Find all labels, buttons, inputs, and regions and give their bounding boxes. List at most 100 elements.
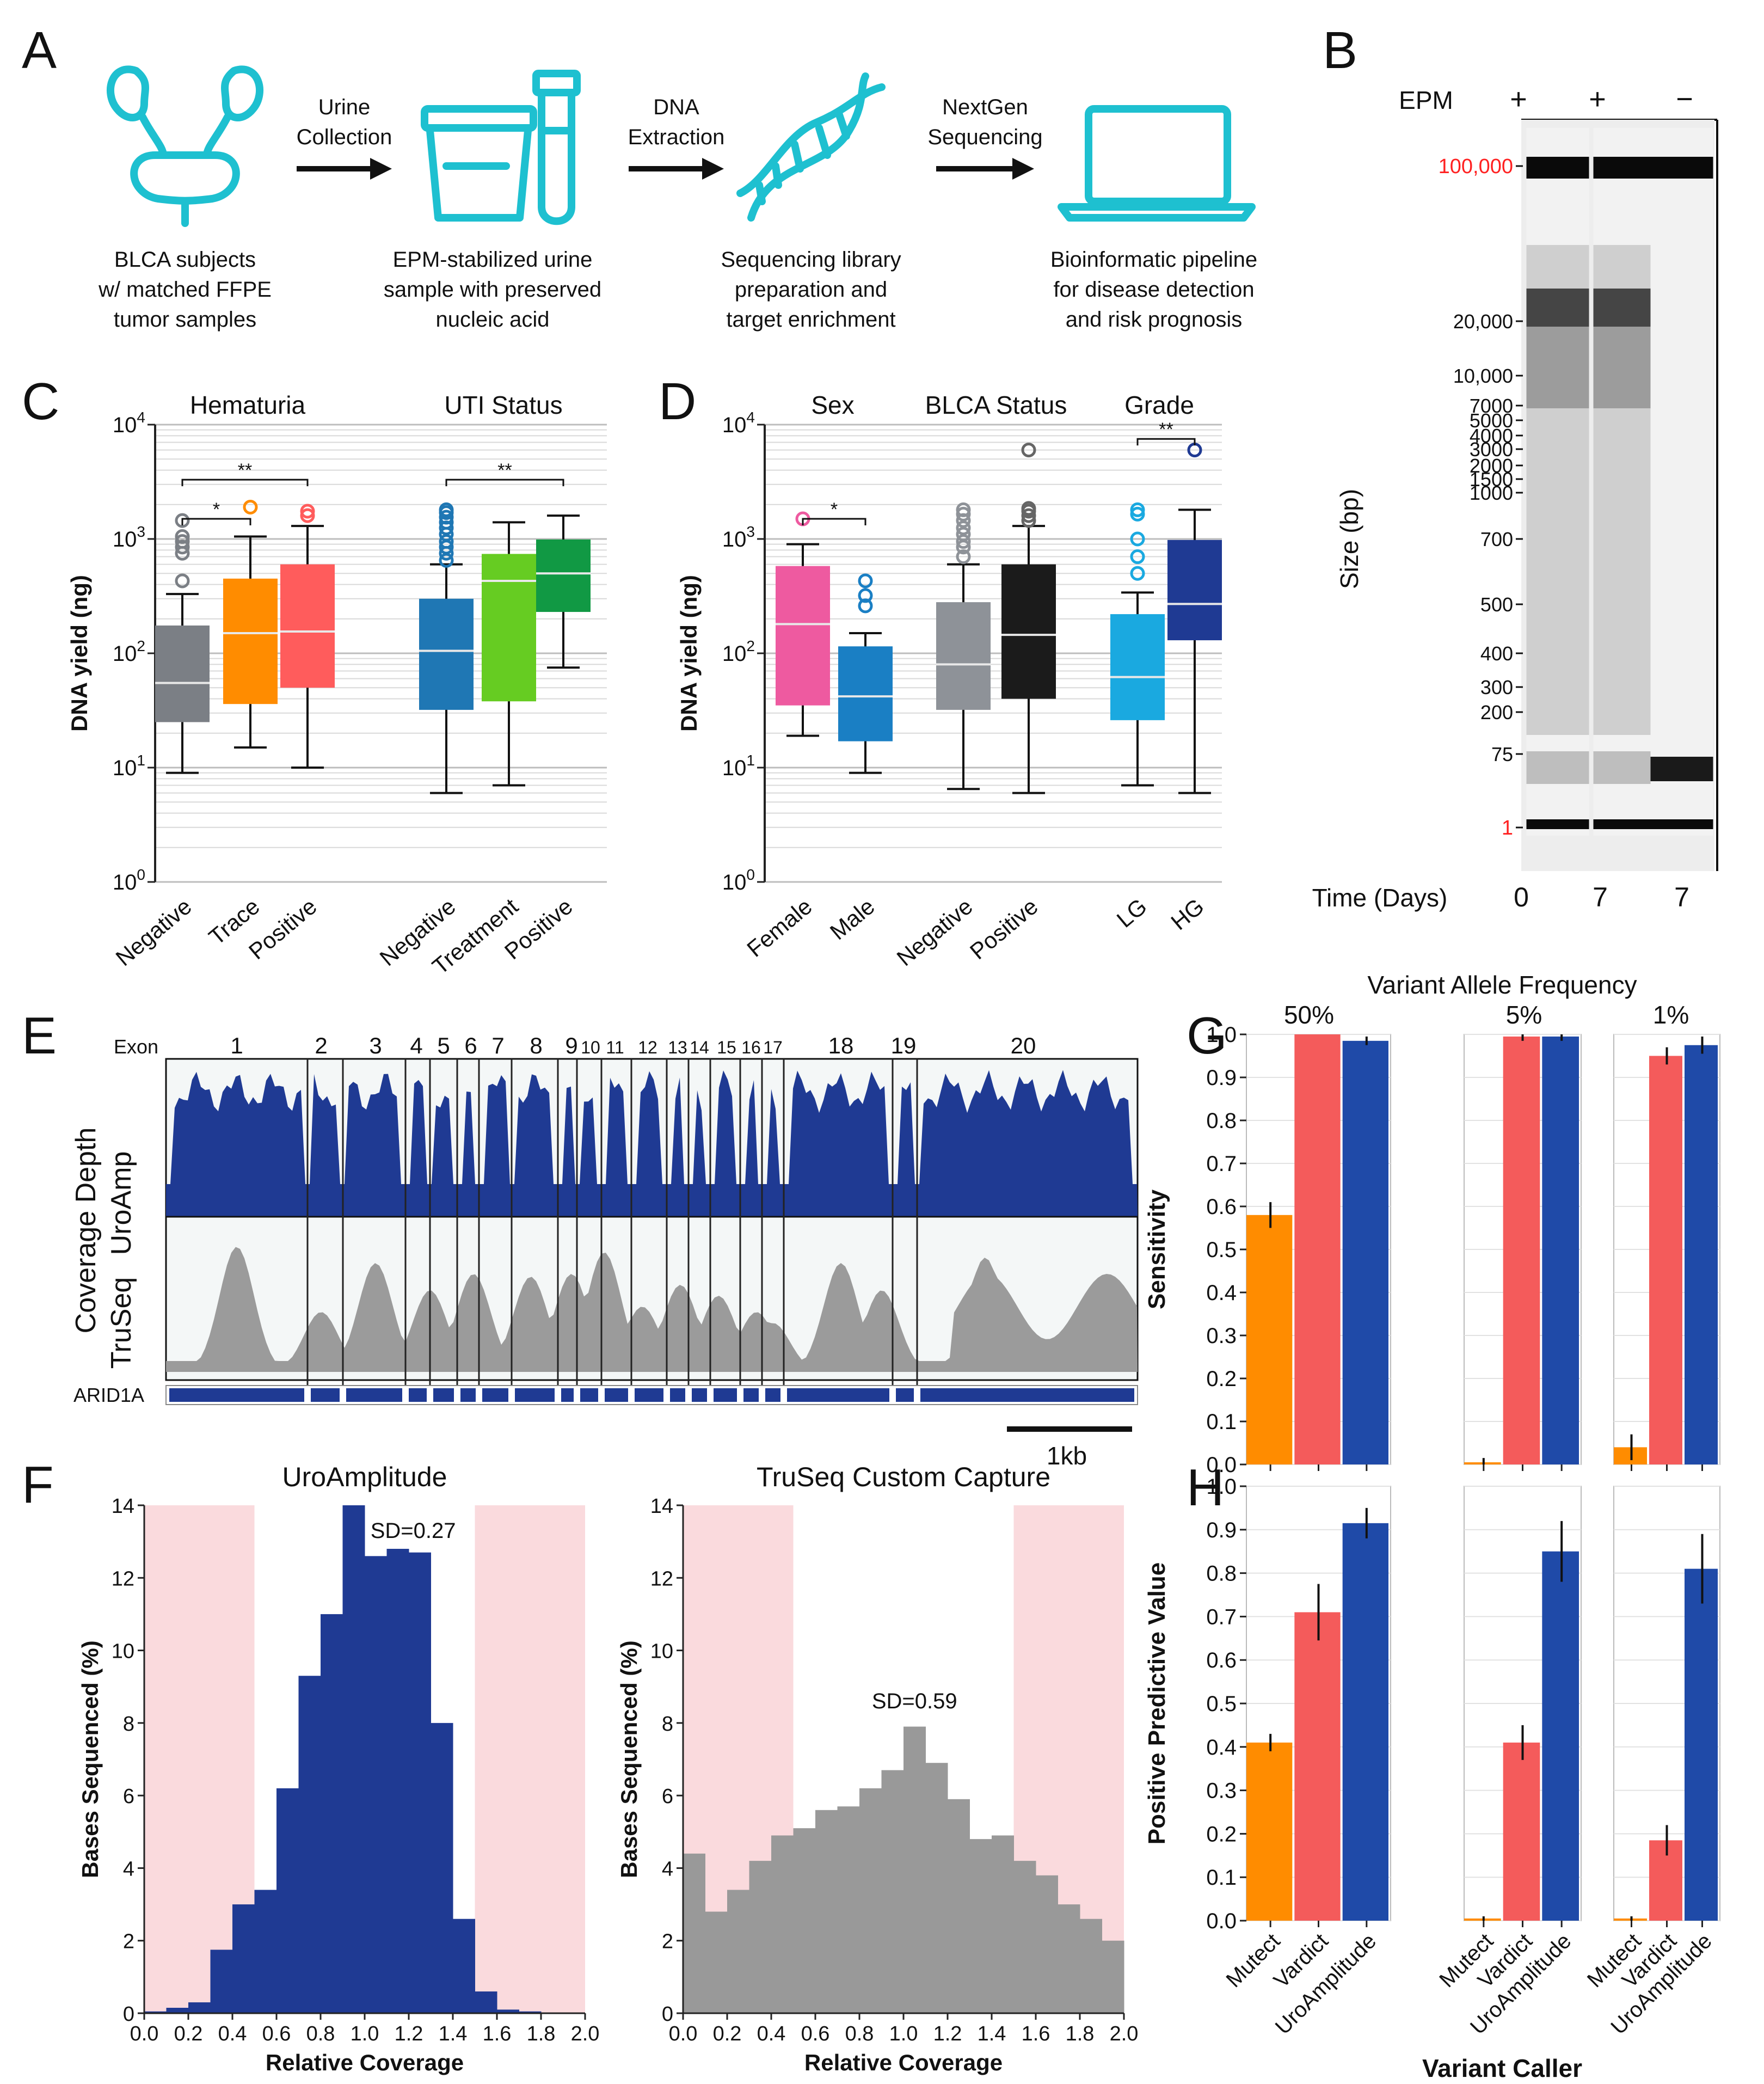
histogram-bar [1080,1918,1102,2013]
helix-rung [772,162,782,189]
size-marker-label: 7000 [1470,395,1513,417]
caption-line: for disease detection [1053,278,1254,302]
y-tick-label: 102 [113,638,145,666]
facet-2 [1613,1034,1720,1471]
box-lg [1110,502,1165,787]
panel-g: G 0.0 0.1 0.2 0.3 0.4 0.5 0.6 0.7 0.8 0.9 1.0 Sensit… [1144,971,1720,1477]
histogram-bar [188,2002,211,2013]
cup-body [426,127,532,222]
right-ureter [203,113,231,159]
exon-number: 6 [464,1033,477,1058]
box-male [838,573,893,774]
coverage-depth-label: Coverage Depth [70,1127,102,1334]
histogram-bar [749,1861,772,2013]
caption-line: BLCA subjects [114,248,256,272]
histogram-bar [1013,1861,1036,2013]
y-tick-label: 0.6 [1206,1195,1237,1219]
histogram-bar [925,1763,948,2013]
y-tick-label: 4 [662,1858,673,1880]
outlier-point [1021,501,1036,516]
box [482,554,536,702]
significance-label: ** [497,460,512,481]
box-positive [1001,443,1056,794]
outlier-point [956,506,971,522]
size-marker-label: 3000 [1470,438,1513,461]
box [1001,564,1056,699]
histogram-bar [475,1991,497,2013]
helix-rung [815,124,831,159]
significance-label: ** [1159,419,1173,440]
exon-number: 16 [741,1038,761,1057]
y-axis-label: Bases Sequenced (%) [77,1640,103,1878]
scale-bar-label: 1kb [1047,1442,1087,1470]
facet-0 [1246,1034,1391,1471]
bar-uroamplitude [1542,1036,1579,1464]
bar-uroamplitude [1342,1040,1388,1464]
y-tick-label: 10 [650,1640,673,1663]
panel-b: B100,00020,00010,00070005000400030002000… [1312,21,1718,912]
x-tick-label: 2.0 [571,2022,600,2045]
lane-band [1593,289,1656,327]
histogram-bar [409,1552,431,2013]
arrow-label: Collection [297,125,392,149]
lane-band-faint [1526,751,1589,784]
lane-band [1526,289,1589,327]
tube-cap [532,70,581,96]
histogram-bar [431,1723,453,2013]
histogram-bar [1036,1875,1058,2013]
y-tick-label: 100 [722,866,755,894]
panel-label-a: A [22,21,57,79]
significance-bracket [802,518,866,526]
y-tick-label: 102 [722,638,755,666]
laptop-base [1058,203,1256,222]
lane-band-100k [1593,157,1656,179]
epm-sign: + [1510,83,1527,115]
histogram-bar [232,1904,255,2013]
y-tick-label: 0.7 [1206,1152,1237,1176]
y-tick-label: 0.7 [1206,1605,1237,1629]
size-marker-label: 300 [1480,676,1513,698]
histogram-bar [254,1890,277,2013]
x-tick-label: 0.0 [669,2022,698,2045]
caption-line: tumor samples [114,308,256,332]
x-tick-label: 1.8 [527,2022,556,2045]
x-tick-label: 0.4 [757,2022,786,2045]
y-tick-label: 104 [113,409,145,437]
arrow-label: DNA [653,95,699,119]
exon-number: 19 [891,1033,917,1058]
y-tick-label: 8 [123,1713,134,1736]
histogram-bar [298,1676,321,2013]
exon-number: 18 [828,1033,854,1058]
y-tick-label: 0.1 [1206,1410,1237,1434]
arrow-label: Sequencing [927,125,1042,149]
y-tick-label: 6 [123,1785,134,1808]
box [1110,614,1165,720]
size-marker-label: 20,000 [1453,310,1513,333]
laptop-screen [1085,105,1231,205]
y-axis-label: Size (bp) [1335,489,1363,589]
x-tick-label: 0.6 [801,2022,830,2045]
y-tick-label: 0 [123,2003,134,2026]
y-axis-label: DNA yield (ng) [676,575,702,732]
y-tick-label: 0.3 [1206,1324,1237,1348]
laptop-icon [1058,105,1256,222]
gene-label: ARID1A [73,1384,144,1406]
helix-rung [755,181,766,205]
track-label-uroamp: UroAmp [106,1151,137,1255]
outlier-point [175,534,190,549]
x-tick-label: 1.2 [395,2022,423,2045]
vaf-title: Variant Allele Frequency [1367,971,1637,999]
y-tick-label: 1.0 [1206,1475,1237,1499]
x-tick-label: 1.4 [978,2022,1006,2045]
histogram-bar [815,1810,838,2013]
y-axis-label: Positive Predictive Value [1144,1562,1170,1844]
epm-sign: − [1676,83,1693,115]
y-tick-label: 10 [112,1640,134,1663]
group-title: BLCA Status [925,391,1067,419]
y-tick-label: 0.5 [1206,1692,1237,1716]
significance-bracket [181,518,251,526]
y-tick-label: 101 [722,752,755,780]
